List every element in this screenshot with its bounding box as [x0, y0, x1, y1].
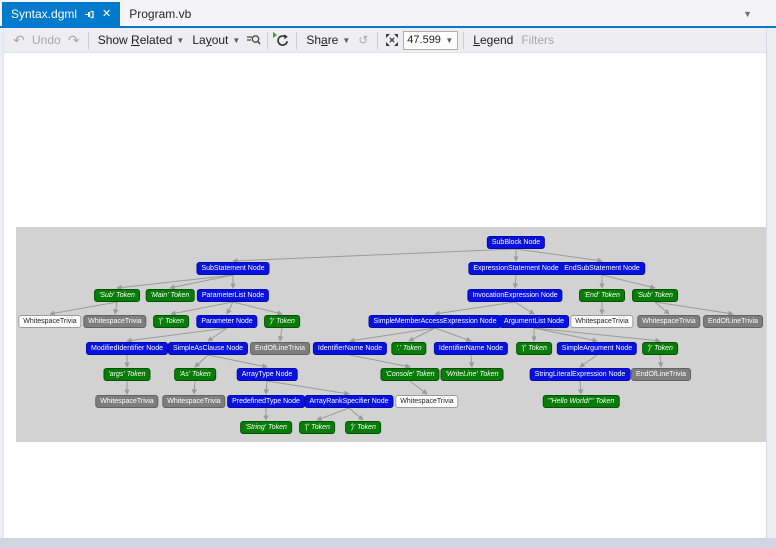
graph-node-eol3[interactable]: EndOfLineTrivia	[631, 368, 691, 381]
graph-node-thello[interactable]: '"Hello World!"' Token	[542, 395, 620, 408]
pin-icon[interactable]	[84, 9, 95, 20]
tab-syntax-dgml[interactable]: Syntax.dgml ✕	[2, 2, 121, 26]
graph-node-sb[interactable]: SubBlock Node	[486, 236, 546, 249]
graph-node-al[interactable]: ArgumentList Node	[499, 315, 569, 328]
toolbar-separator	[267, 31, 269, 49]
redo-icon[interactable]: ↷	[67, 31, 80, 48]
toolbar-separator	[377, 31, 379, 49]
tab-program-vb[interactable]: Program.vb	[120, 2, 200, 26]
graph-node-es[interactable]: ExpressionStatement Node	[468, 262, 564, 275]
graph-node-at[interactable]: ArrayType Node	[236, 368, 298, 381]
close-icon[interactable]: ✕	[102, 7, 112, 20]
refresh-graph-icon[interactable]	[273, 31, 291, 49]
filters-button[interactable]: Filters	[521, 33, 555, 47]
graph-node-eol2[interactable]: EndOfLineTrivia	[250, 342, 310, 355]
window-border-left	[0, 28, 4, 538]
graph-node-sa[interactable]: SimpleArgument Node	[556, 342, 638, 355]
zoom-level-value[interactable]: 47.599	[407, 34, 441, 46]
document-tab-bar: Syntax.dgml ✕ Program.vb ▼	[0, 0, 776, 26]
graph-node-tlp1[interactable]: '(' Token	[153, 315, 189, 328]
graph-node-pn[interactable]: Parameter Node	[196, 315, 258, 328]
toolbar-separator	[463, 31, 465, 49]
graph-node-wt1[interactable]: WhitespaceTrivia	[18, 315, 82, 328]
undock-icon[interactable]: ↺	[358, 33, 369, 47]
graph-node-idn2[interactable]: IdentifierName Node	[433, 342, 509, 355]
graph-node-sle[interactable]: StringLiteralExpression Node	[529, 368, 631, 381]
chevron-down-icon: ▼	[176, 35, 185, 45]
tab-title: Program.vb	[129, 7, 192, 21]
graph-node-tdot[interactable]: '.' Token	[391, 342, 427, 355]
graph-node-tlp2[interactable]: '(' Token	[516, 342, 552, 355]
undo-icon[interactable]: ↶	[13, 31, 25, 48]
graph-node-ie[interactable]: InvocationExpression Node	[467, 289, 563, 302]
zoom-to-fit-icon[interactable]	[383, 31, 401, 49]
graph-node-tcon[interactable]: 'Console' Token	[380, 368, 440, 381]
graph-node-wt4[interactable]: WhitespaceTrivia	[637, 315, 701, 328]
graph-node-idn1[interactable]: IdentifierName Node	[312, 342, 388, 355]
window-border-right	[766, 28, 776, 538]
graph-node-tstr[interactable]: 'String' Token	[240, 421, 292, 434]
zoom-level-combobox[interactable]: 47.599 ▼	[403, 30, 459, 50]
graph-node-tsub1[interactable]: 'Sub' Token	[94, 289, 140, 302]
refresh-green-arrow	[273, 32, 278, 38]
graph-node-sac[interactable]: SimpleAsClause Node	[167, 342, 249, 355]
window-border-bottom	[0, 538, 776, 548]
share-dropdown[interactable]: Share ▼	[306, 33, 351, 47]
layout-dropdown[interactable]: Layout ▼	[192, 33, 241, 47]
graph-node-tmain[interactable]: 'Main' Token	[145, 289, 195, 302]
graph-node-min[interactable]: ModifiedIdentifier Node	[86, 342, 168, 355]
graph-node-wt2[interactable]: WhitespaceTrivia	[83, 315, 147, 328]
undo-button[interactable]: Undo	[32, 33, 61, 47]
graph-node-wt3[interactable]: WhitespaceTrivia	[570, 315, 634, 328]
graph-node-ars[interactable]: ArrayRankSpecifier Node	[304, 395, 394, 408]
chevron-down-icon: ▼	[342, 35, 351, 45]
graph-node-trp3[interactable]: ')' Token	[345, 421, 381, 434]
graph-node-ess[interactable]: EndSubStatement Node	[559, 262, 645, 275]
graph-node-ss[interactable]: SubStatement Node	[196, 262, 270, 275]
graph-node-tsub2[interactable]: 'Sub' Token	[632, 289, 678, 302]
active-tab-accent-line	[0, 26, 776, 28]
graph-node-targs[interactable]: 'args' Token	[103, 368, 151, 381]
graph-node-pl[interactable]: ParameterList Node	[196, 289, 270, 302]
graph-node-smae[interactable]: SimpleMemberAccessExpression Node	[368, 315, 502, 328]
graph-node-wt5[interactable]: WhitespaceTrivia	[95, 395, 159, 408]
toolbar-separator	[296, 31, 298, 49]
graph-node-twl[interactable]: 'WriteLine' Token	[440, 368, 504, 381]
graph-node-tas[interactable]: 'As' Token	[174, 368, 216, 381]
dgml-toolbar: ↶ Undo ↷ Show Related ▼ Layout ▼	[0, 28, 776, 53]
show-related-dropdown[interactable]: Show Related ▼	[97, 33, 185, 47]
graph-node-tend[interactable]: 'End' Token	[579, 289, 625, 302]
graph-node-eol1[interactable]: EndOfLineTrivia	[703, 315, 763, 328]
chevron-down-icon[interactable]: ▼	[445, 35, 454, 45]
tab-overflow-chevron-icon[interactable]: ▼	[743, 9, 752, 19]
graph-node-trp2[interactable]: ')' Token	[642, 342, 678, 355]
graph-node-pt[interactable]: PredefinedType Node	[227, 395, 305, 408]
neighborhood-browse-icon[interactable]	[244, 31, 262, 49]
graph-node-wt6[interactable]: WhitespaceTrivia	[162, 395, 226, 408]
graph-node-trp1[interactable]: ')' Token	[264, 315, 300, 328]
graph-node-tlp3[interactable]: '(' Token	[299, 421, 335, 434]
tab-title: Syntax.dgml	[11, 7, 78, 21]
graph-node-wt7[interactable]: WhitespaceTrivia	[395, 395, 459, 408]
syntax-graph-canvas[interactable]: SubBlock Node SubStatement Node Expression…	[16, 227, 766, 442]
toolbar-separator	[87, 31, 89, 49]
graph-edges	[49, 248, 734, 421]
document-canvas[interactable]: SubBlock Node SubStatement Node Expression…	[5, 53, 766, 538]
chevron-down-icon: ▼	[232, 35, 241, 45]
